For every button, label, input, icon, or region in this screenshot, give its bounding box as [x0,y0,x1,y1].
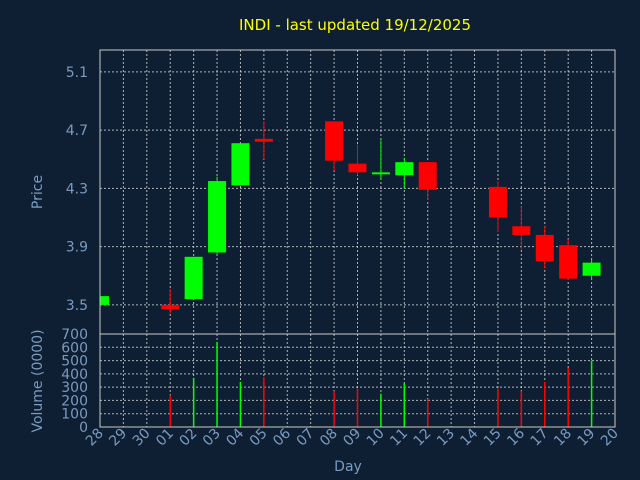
price-tick-label: 4.7 [66,123,88,139]
candle-02 [184,256,203,300]
candle-body [395,162,414,176]
volume-tick-label: 400 [61,367,88,383]
x-tick-label: 13 [434,426,458,450]
x-tick-label: 06 [270,425,294,449]
x-tick-label: 12 [411,426,435,450]
candle-19 [582,259,601,281]
price-tick-label: 3.9 [66,240,88,256]
x-tick-label: 02 [177,426,201,450]
x-tick-label: 29 [106,426,130,450]
x-tick-label: 08 [317,426,341,450]
candle-15 [488,181,507,233]
candle-body [348,163,367,173]
volume-tick-label: 0 [79,420,88,436]
x-tick-label: 05 [247,426,271,450]
candle-body [161,304,180,310]
candle-18 [559,239,578,281]
volume-tick-label: 300 [61,380,88,396]
x-tick-label: 30 [130,426,154,450]
candle-body [325,121,344,161]
candle-body [582,262,601,276]
price-tick-label: 3.5 [66,298,88,314]
x-tick-label: 09 [340,426,364,450]
candle-05 [254,121,273,160]
candle-04 [231,143,250,186]
x-tick-label: 04 [223,425,247,449]
price-panel: 3.5 3.9 4.3 4.7 5.1 [66,49,616,335]
candle-body [559,245,578,279]
candle-body [535,234,554,262]
candle-body [208,181,227,253]
candle-body [254,138,273,142]
volume-tick-label: 200 [61,393,88,409]
candle-03 [208,176,227,254]
candle-body [100,296,109,305]
x-tick-label: 10 [364,426,388,450]
candle-body [371,172,390,175]
price-tick-label: 4.3 [66,181,88,197]
x-tick-label: 19 [574,426,598,450]
candle-10 [371,140,390,180]
candle-body [418,162,437,190]
x-tick-label: 20 [598,426,622,450]
x-axis-label: Day [334,459,362,475]
x-tick-label: 07 [294,426,318,450]
x-tick-label: 01 [153,426,177,450]
candle-16 [512,205,531,250]
price-axis-label: Price [30,175,46,209]
x-tick-label: 14 [457,425,481,449]
candle-body [184,256,203,300]
chart-title: INDI - last updated 19/12/2025 [239,16,471,34]
candle-28 [99,296,109,305]
x-tick-label: 11 [387,426,411,450]
volume-tick-label: 600 [61,340,88,356]
volume-plot-frame [99,333,616,428]
volume-tick-label: 500 [61,354,88,370]
price-tick-label: 5.1 [66,65,88,81]
candle-12 [418,162,437,201]
x-tick-label: 17 [528,426,552,450]
candle-01 [161,288,180,314]
x-tick-label: 18 [551,426,575,450]
candle-08 [325,121,344,171]
candle-body [488,186,507,218]
x-tick-label: 03 [200,426,224,450]
candle-11 [395,157,414,189]
candle-17 [535,226,554,269]
x-tick-label: 15 [481,426,505,450]
x-tick-label: 16 [504,425,528,449]
candle-body [512,226,531,235]
candle-09 [348,144,367,176]
volume-axis-label: Volume (0000) [30,329,46,432]
volume-tick-label: 100 [61,407,88,423]
volume-tick-label: 700 [61,327,88,343]
candle-body [231,143,250,186]
